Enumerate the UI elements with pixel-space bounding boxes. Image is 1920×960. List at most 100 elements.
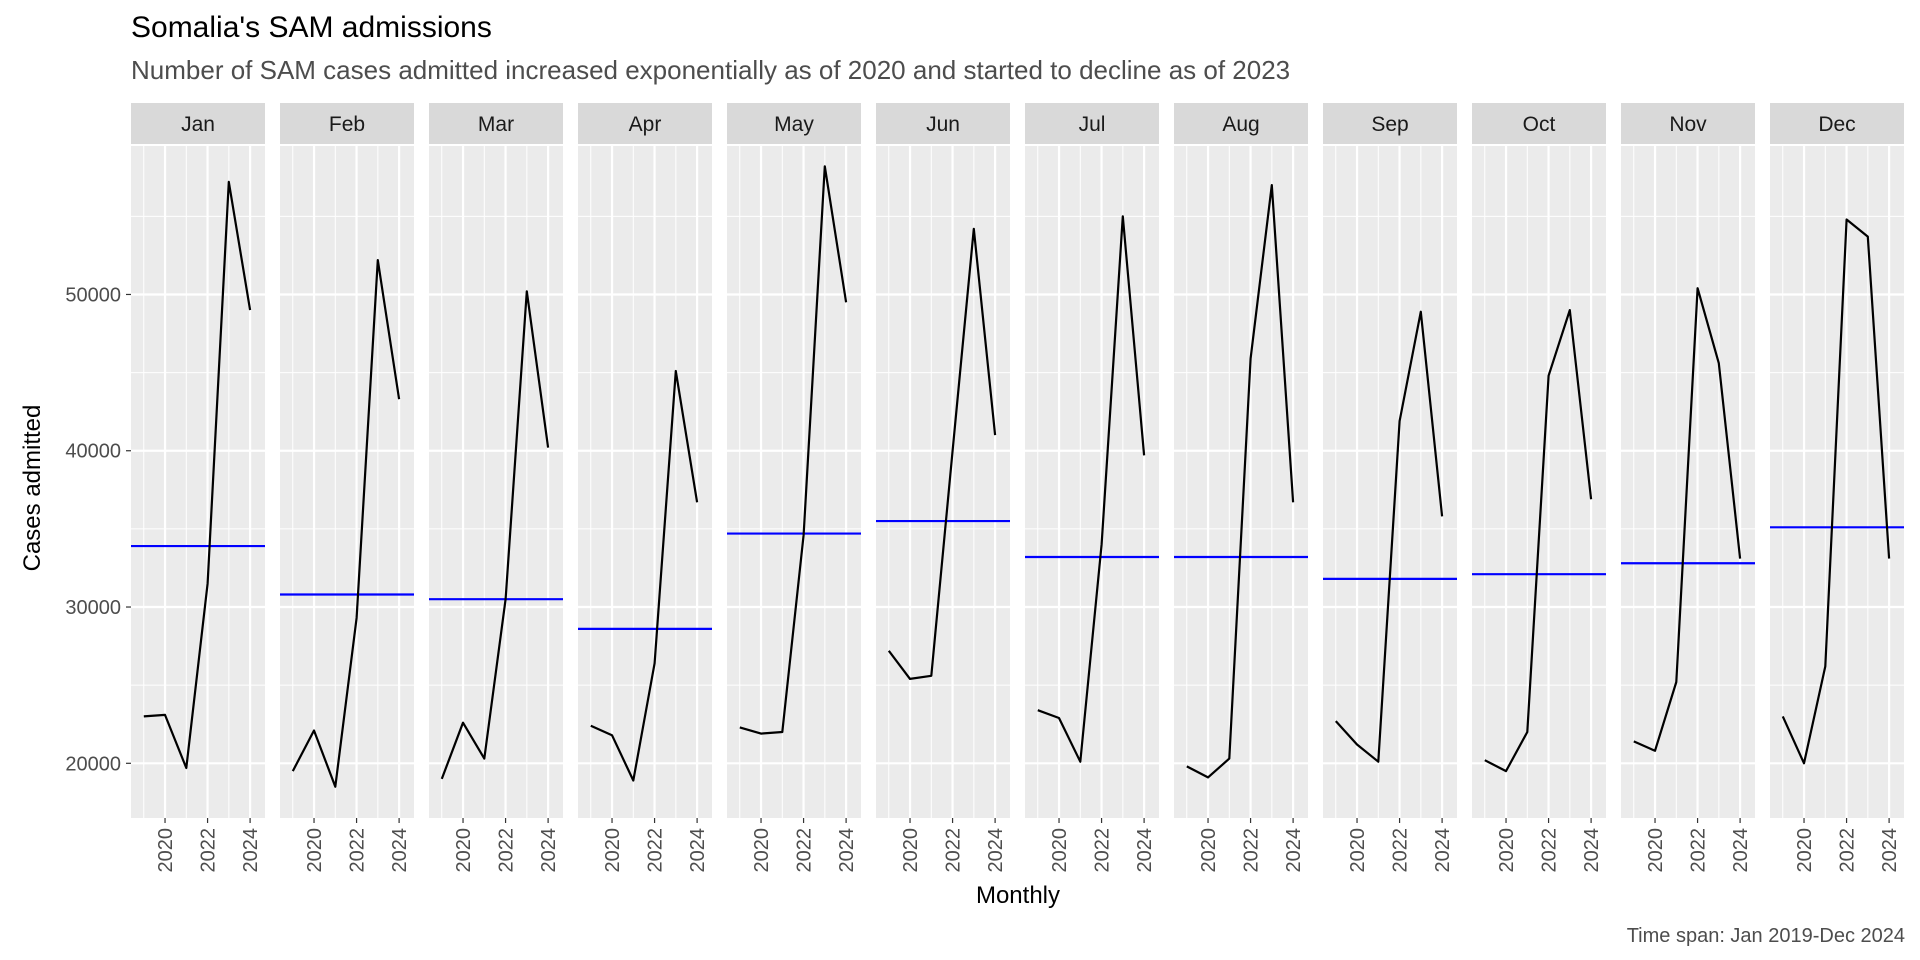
facet-strip xyxy=(1174,103,1308,144)
panel-background xyxy=(429,146,563,818)
facet-panel-jun: Jun 2020 2022 2024 xyxy=(876,103,1010,873)
x-tick-label: 2024 xyxy=(985,828,1007,873)
series-line xyxy=(739,165,848,735)
panel-background xyxy=(727,146,861,818)
x-tick-label: 2022 xyxy=(496,828,518,873)
series-line xyxy=(1037,215,1146,763)
x-tick-label: 2020 xyxy=(453,828,475,873)
x-tick-label: 2024 xyxy=(1283,828,1305,873)
facet-strip xyxy=(1770,103,1904,144)
facet-panel-feb: Feb 2020 2022 2024 xyxy=(280,103,414,873)
y-axis-title: Cases admitted xyxy=(19,405,46,572)
x-tick-label: 2022 xyxy=(1539,828,1561,873)
series-line xyxy=(1186,184,1295,779)
x-tick-label: 2020 xyxy=(751,828,773,873)
series-line xyxy=(887,227,997,681)
facet-strip xyxy=(1621,103,1755,144)
facet-strip-label: Apr xyxy=(629,113,662,136)
facet-panel-may: May 2020 2022 2024 xyxy=(727,103,861,873)
x-tick-label: 2020 xyxy=(900,828,922,873)
x-tick-label: 2020 xyxy=(304,828,326,873)
facet-strip-label: Aug xyxy=(1222,113,1259,136)
panel-background xyxy=(131,146,265,818)
x-tick-label: 2020 xyxy=(1198,828,1220,873)
y-tick-label: 50000 xyxy=(65,284,121,306)
x-tick-label: 2022 xyxy=(1092,828,1114,873)
facet-strip xyxy=(727,103,861,144)
x-tick-label: 2022 xyxy=(1390,828,1412,873)
x-tick-label: 2024 xyxy=(1730,828,1752,873)
x-tick-label: 2024 xyxy=(1581,828,1603,873)
facet-strip-label: Jul xyxy=(1079,113,1106,136)
facet-panel-oct: Oct 2020 2022 2024 xyxy=(1472,103,1606,873)
x-tick-label: 2020 xyxy=(1794,828,1816,873)
series-line xyxy=(143,180,252,770)
x-axis-title: Monthly xyxy=(976,882,1060,909)
x-tick-label: 2024 xyxy=(1134,828,1156,873)
x-tick-label: 2022 xyxy=(794,828,816,873)
facet-panel-aug: Aug 2020 2022 2024 xyxy=(1174,103,1308,873)
x-tick-label: 2024 xyxy=(1879,828,1901,873)
x-tick-label: 2024 xyxy=(687,828,709,873)
facet-strip-label: Sep xyxy=(1371,113,1408,136)
x-tick-label: 2024 xyxy=(1432,828,1454,873)
x-tick-label: 2020 xyxy=(155,828,177,873)
x-tick-label: 2020 xyxy=(1049,828,1071,873)
y-axis: 20000 30000 40000 50000 xyxy=(65,284,131,775)
x-tick-label: 2024 xyxy=(389,828,411,873)
facet-strip xyxy=(876,103,1010,144)
x-tick-label: 2022 xyxy=(347,828,369,873)
facet-panel-apr: Apr 2020 2022 2024 xyxy=(578,103,712,873)
x-tick-label: 2020 xyxy=(1347,828,1369,873)
facet-strip xyxy=(1025,103,1159,144)
panel-background xyxy=(1472,146,1606,818)
chart-caption: Time span: Jan 2019-Dec 2024 xyxy=(1627,925,1905,947)
facet-panel-dec: Dec 2020 2022 2024 xyxy=(1770,103,1904,873)
facet-panel-jan: Jan 2020 2022 2024 xyxy=(131,103,265,873)
series-line xyxy=(1334,310,1444,763)
x-tick-label: 2022 xyxy=(1688,828,1710,873)
x-tick-label: 2020 xyxy=(1645,828,1667,873)
series-line xyxy=(1781,218,1891,765)
facet-strip-label: Jan xyxy=(181,113,215,136)
panel-background xyxy=(1174,146,1308,818)
facet-strip-label: Mar xyxy=(478,113,514,136)
series-line xyxy=(440,290,550,780)
facet-strip-label: Feb xyxy=(329,113,365,136)
facet-strip-label: May xyxy=(774,113,814,136)
x-tick-label: 2020 xyxy=(1496,828,1518,873)
facet-panels: Jan 2020 2022 2024 Feb 2020 2022 2024 Mar 2020 202… xyxy=(131,103,1904,873)
y-tick-label: 40000 xyxy=(65,441,121,463)
chart-subtitle: Number of SAM cases admitted increased e… xyxy=(131,55,1290,85)
panel-background xyxy=(578,146,712,818)
facet-panel-sep: Sep 2020 2022 2024 xyxy=(1323,103,1457,873)
panel-background xyxy=(1770,146,1904,818)
x-tick-label: 2024 xyxy=(836,828,858,873)
facet-strip-label: Oct xyxy=(1523,113,1556,136)
x-tick-label: 2022 xyxy=(645,828,667,873)
series-line xyxy=(1484,309,1593,773)
facet-strip xyxy=(1323,103,1457,144)
y-tick-label: 30000 xyxy=(65,597,121,619)
x-tick-label: 2022 xyxy=(1837,828,1859,873)
panel-background xyxy=(1323,146,1457,818)
facet-strip xyxy=(578,103,712,144)
facet-strip-label: Jun xyxy=(926,113,960,136)
x-tick-label: 2024 xyxy=(240,828,262,873)
series-line xyxy=(590,369,699,782)
facet-panel-nov: Nov 2020 2022 2024 xyxy=(1621,103,1755,873)
facet-panel-mar: Mar 2020 2022 2024 xyxy=(429,103,563,873)
y-tick-label: 20000 xyxy=(65,753,121,775)
x-tick-label: 2022 xyxy=(943,828,965,873)
chart-title: Somalia's SAM admissions xyxy=(131,11,492,44)
series-line xyxy=(1633,287,1742,752)
panel-background xyxy=(876,146,1010,818)
x-tick-label: 2024 xyxy=(538,828,560,873)
facet-strip xyxy=(280,103,414,144)
facet-strip-label: Nov xyxy=(1669,113,1707,136)
x-tick-label: 2022 xyxy=(198,828,220,873)
series-line xyxy=(291,259,401,788)
facet-strip xyxy=(131,103,265,144)
facet-strip xyxy=(429,103,563,144)
